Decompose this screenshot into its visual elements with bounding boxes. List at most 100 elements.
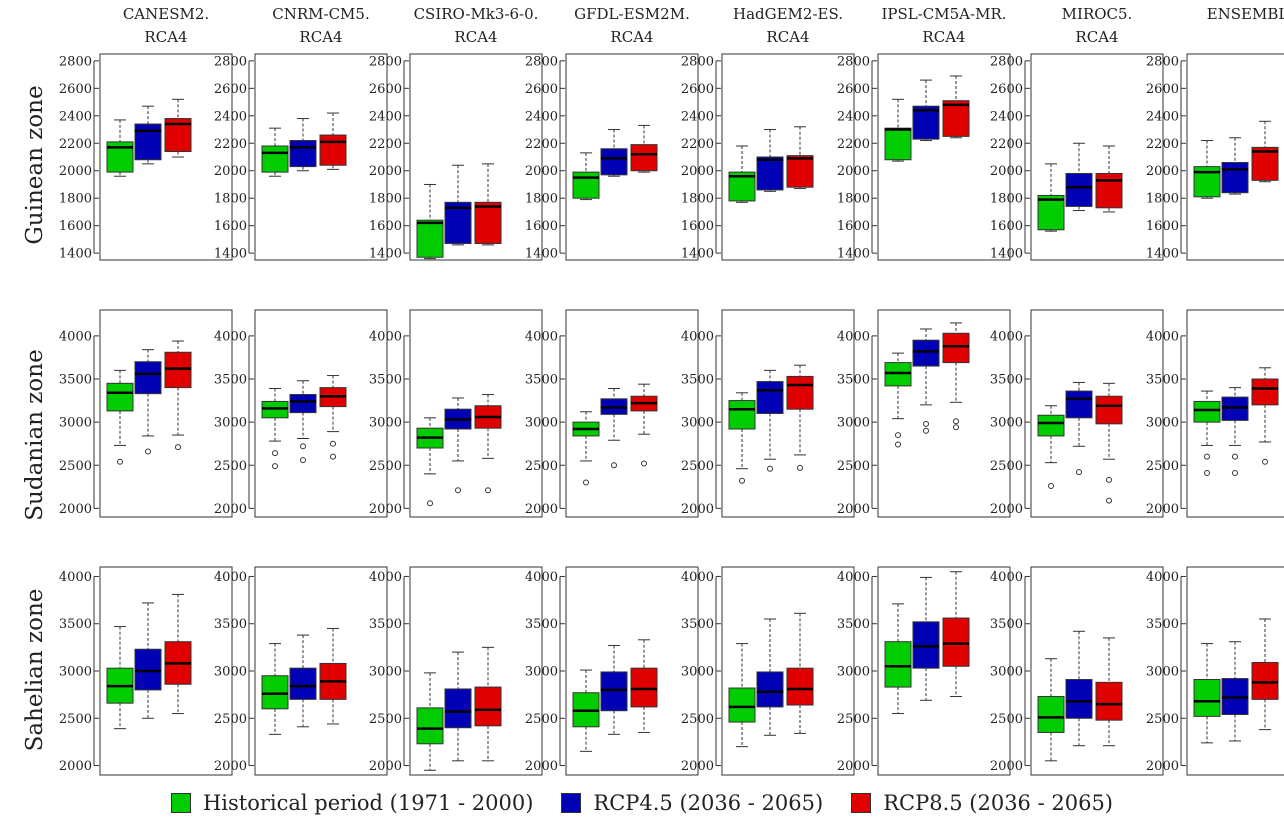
- y-tick-label: 1400: [525, 247, 558, 262]
- y-tick-label: 1400: [837, 247, 870, 262]
- y-tick-label: 2500: [369, 459, 402, 474]
- y-tick-label: 3500: [1146, 617, 1179, 632]
- box-iqr: [164, 351, 192, 389]
- y-tick-label: 2500: [214, 712, 247, 727]
- outlier-point: [797, 464, 803, 471]
- y-tick-label: 2500: [1146, 459, 1179, 474]
- y-tick-label: 2600: [214, 82, 247, 97]
- outlier-point: [330, 440, 336, 447]
- box-iqr: [261, 675, 289, 710]
- box-iqr: [1095, 395, 1123, 425]
- y-tick-label: 3000: [525, 416, 558, 431]
- y-tick-label: 2800: [214, 54, 247, 69]
- box-iqr: [261, 145, 289, 173]
- box-iqr: [106, 382, 134, 412]
- y-tick-label: 1800: [837, 192, 870, 207]
- y-tick-label: 2600: [525, 82, 558, 97]
- outlier-point: [739, 477, 745, 484]
- legend-item-rcp85: RCP8.5 (2036 - 2065): [851, 791, 1113, 815]
- y-tick-label: 1600: [59, 219, 92, 234]
- y-tick-label: 2200: [681, 137, 714, 152]
- model-header-line2: RCA4: [610, 28, 653, 46]
- y-tick-label: 2400: [525, 109, 558, 124]
- box-iqr: [942, 100, 970, 137]
- y-tick-label: 2000: [681, 164, 714, 179]
- y-tick-label: 2500: [369, 712, 402, 727]
- outlier-point: [953, 424, 959, 431]
- y-tick-label: 2500: [681, 459, 714, 474]
- y-tick-label: 2200: [369, 137, 402, 152]
- box-iqr: [1193, 400, 1221, 423]
- y-tick-label: 1400: [214, 247, 247, 262]
- y-tick-label: 3000: [681, 416, 714, 431]
- model-header-line2: RCA4: [454, 28, 497, 46]
- box-iqr: [416, 219, 444, 258]
- outlier-point: [272, 450, 278, 457]
- y-tick-label: 2000: [525, 164, 558, 179]
- box-iqr: [289, 667, 317, 700]
- y-tick-label: 1600: [525, 219, 558, 234]
- y-tick-label: 2000: [59, 502, 92, 517]
- y-tick-label: 4000: [681, 329, 714, 344]
- y-tick-label: 3500: [1146, 373, 1179, 388]
- y-tick-label: 2400: [369, 109, 402, 124]
- y-tick-label: 2200: [214, 137, 247, 152]
- box-iqr: [756, 671, 784, 708]
- model-header-line2: RCA4: [299, 28, 342, 46]
- legend-item-historical: Historical period (1971 - 2000): [170, 791, 533, 815]
- y-tick-label: 4000: [59, 570, 92, 585]
- y-tick-label: 4000: [525, 329, 558, 344]
- y-tick-label: 3500: [525, 373, 558, 388]
- box-iqr: [1037, 194, 1065, 231]
- box-iqr: [572, 171, 600, 199]
- y-tick-label: 2000: [369, 502, 402, 517]
- y-tick-label: 2000: [681, 759, 714, 774]
- y-tick-label: 3500: [837, 617, 870, 632]
- y-tick-label: 2600: [990, 82, 1023, 97]
- y-tick-label: 2500: [59, 459, 92, 474]
- y-tick-label: 4000: [1146, 329, 1179, 344]
- y-tick-label: 2000: [525, 502, 558, 517]
- box-iqr: [756, 381, 784, 414]
- y-tick-label: 2800: [369, 54, 402, 69]
- y-tick-label: 3500: [837, 373, 870, 388]
- box-iqr: [1095, 681, 1123, 721]
- y-tick-label: 2400: [990, 109, 1023, 124]
- y-tick-label: 3500: [369, 617, 402, 632]
- y-tick-label: 1600: [681, 219, 714, 234]
- y-tick-label: 2200: [59, 137, 92, 152]
- y-tick-label: 4000: [214, 570, 247, 585]
- y-tick-label: 4000: [1146, 570, 1179, 585]
- y-tick-label: 2400: [214, 109, 247, 124]
- outlier-point: [175, 444, 181, 451]
- model-header-line1: CANESM2.: [123, 5, 209, 23]
- outlier-point: [1204, 453, 1210, 460]
- y-tick-label: 4000: [837, 329, 870, 344]
- zone-label: Sudanian zone: [22, 349, 48, 520]
- y-tick-label: 1400: [681, 247, 714, 262]
- y-tick-label: 3500: [214, 617, 247, 632]
- y-tick-label: 2200: [990, 137, 1023, 152]
- box-iqr: [289, 140, 317, 168]
- y-tick-label: 1800: [59, 192, 92, 207]
- y-tick-label: 2800: [1146, 54, 1179, 69]
- outlier-point: [1048, 482, 1054, 489]
- y-tick-label: 2000: [837, 759, 870, 774]
- y-tick-label: 3000: [990, 416, 1023, 431]
- y-tick-label: 3000: [1146, 665, 1179, 680]
- y-tick-label: 4000: [214, 329, 247, 344]
- box-iqr: [884, 127, 912, 161]
- y-tick-label: 1600: [1146, 219, 1179, 234]
- box-iqr: [1221, 396, 1249, 421]
- box-iqr: [600, 148, 628, 176]
- box-iqr: [474, 201, 502, 245]
- outlier-point: [1232, 470, 1238, 477]
- box-iqr: [134, 648, 162, 691]
- y-tick-label: 2000: [214, 164, 247, 179]
- y-tick-label: 1600: [214, 219, 247, 234]
- box-iqr: [444, 201, 472, 245]
- box-iqr: [1193, 679, 1221, 717]
- box-iqr: [756, 156, 784, 191]
- y-tick-label: 3000: [837, 416, 870, 431]
- y-tick-label: 3000: [837, 665, 870, 680]
